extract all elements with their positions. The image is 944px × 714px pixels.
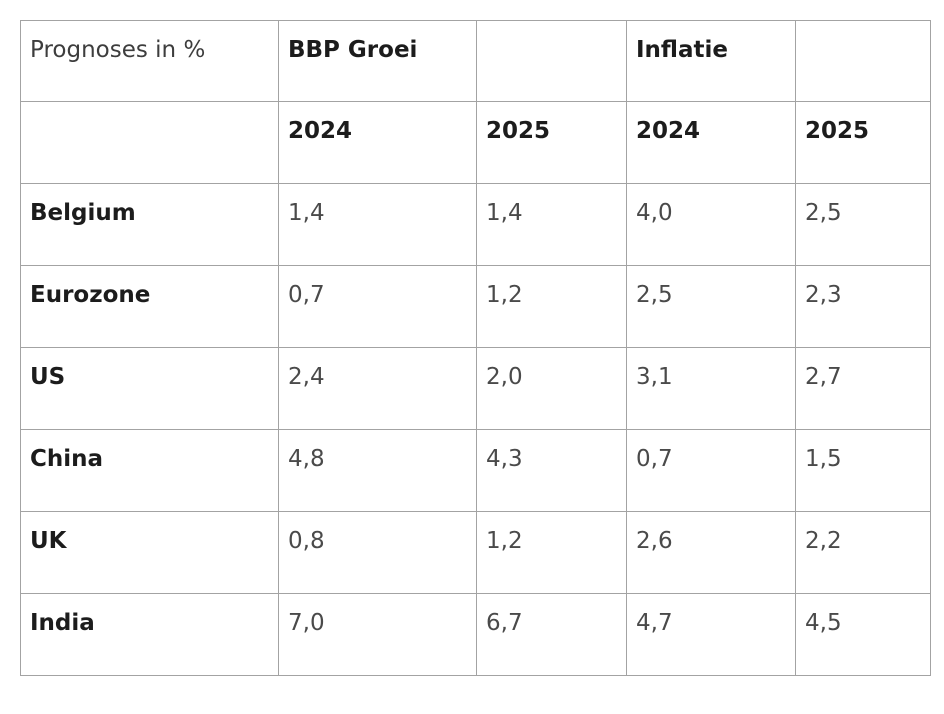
value-cell: 7,0 xyxy=(278,593,477,676)
value-cell: 4,3 xyxy=(476,429,627,512)
value-cell: 2,2 xyxy=(795,511,931,594)
value-cell: 4,5 xyxy=(795,593,931,676)
value-cell: 0,7 xyxy=(278,265,477,348)
value-cell: 1,2 xyxy=(476,265,627,348)
value-cell: 0,7 xyxy=(626,429,796,512)
row-label: UK xyxy=(20,511,279,594)
value-cell: 0,8 xyxy=(278,511,477,594)
value-cell: 2,4 xyxy=(278,347,477,430)
table-title-cell: Prognoses in % xyxy=(20,20,279,102)
value-cell: 2,5 xyxy=(626,265,796,348)
value-cell: 4,0 xyxy=(626,183,796,266)
value-cell: 2,5 xyxy=(795,183,931,266)
value-cell: 2,0 xyxy=(476,347,627,430)
value-cell: 2,7 xyxy=(795,347,931,430)
forecast-table-container: Prognoses in % BBP Groei Inflatie 2024 2… xyxy=(20,20,931,676)
value-cell: 1,2 xyxy=(476,511,627,594)
row-label: India xyxy=(20,593,279,676)
row-label: China xyxy=(20,429,279,512)
value-cell: 4,8 xyxy=(278,429,477,512)
forecast-table: Prognoses in % BBP Groei Inflatie 2024 2… xyxy=(20,20,931,676)
table-row-belgium: Belgium 1,4 1,4 4,0 2,5 xyxy=(20,183,931,266)
row-label: US xyxy=(20,347,279,430)
year-header-inflatie-2025: 2025 xyxy=(795,101,931,184)
row-label: Eurozone xyxy=(20,265,279,348)
year-header-inflatie-2024: 2024 xyxy=(626,101,796,184)
value-cell: 2,6 xyxy=(626,511,796,594)
value-cell: 2,3 xyxy=(795,265,931,348)
year-header-corner xyxy=(20,101,279,184)
row-label: Belgium xyxy=(20,183,279,266)
year-header-row: 2024 2025 2024 2025 xyxy=(20,101,931,184)
value-cell: 3,1 xyxy=(626,347,796,430)
table-row-us: US 2,4 2,0 3,1 2,7 xyxy=(20,347,931,430)
group-header-row: Prognoses in % BBP Groei Inflatie xyxy=(20,20,931,102)
col-group-bbp-spacer xyxy=(476,20,627,102)
value-cell: 1,5 xyxy=(795,429,931,512)
col-group-inflatie: Inflatie xyxy=(626,20,796,102)
col-group-bbp-groei: BBP Groei xyxy=(278,20,477,102)
value-cell: 1,4 xyxy=(278,183,477,266)
table-row-china: China 4,8 4,3 0,7 1,5 xyxy=(20,429,931,512)
year-header-bbp-2025: 2025 xyxy=(476,101,627,184)
year-header-bbp-2024: 2024 xyxy=(278,101,477,184)
value-cell: 6,7 xyxy=(476,593,627,676)
col-group-inflatie-spacer xyxy=(795,20,931,102)
value-cell: 1,4 xyxy=(476,183,627,266)
table-row-uk: UK 0,8 1,2 2,6 2,2 xyxy=(20,511,931,594)
value-cell: 4,7 xyxy=(626,593,796,676)
table-row-eurozone: Eurozone 0,7 1,2 2,5 2,3 xyxy=(20,265,931,348)
table-row-india: India 7,0 6,7 4,7 4,5 xyxy=(20,593,931,676)
